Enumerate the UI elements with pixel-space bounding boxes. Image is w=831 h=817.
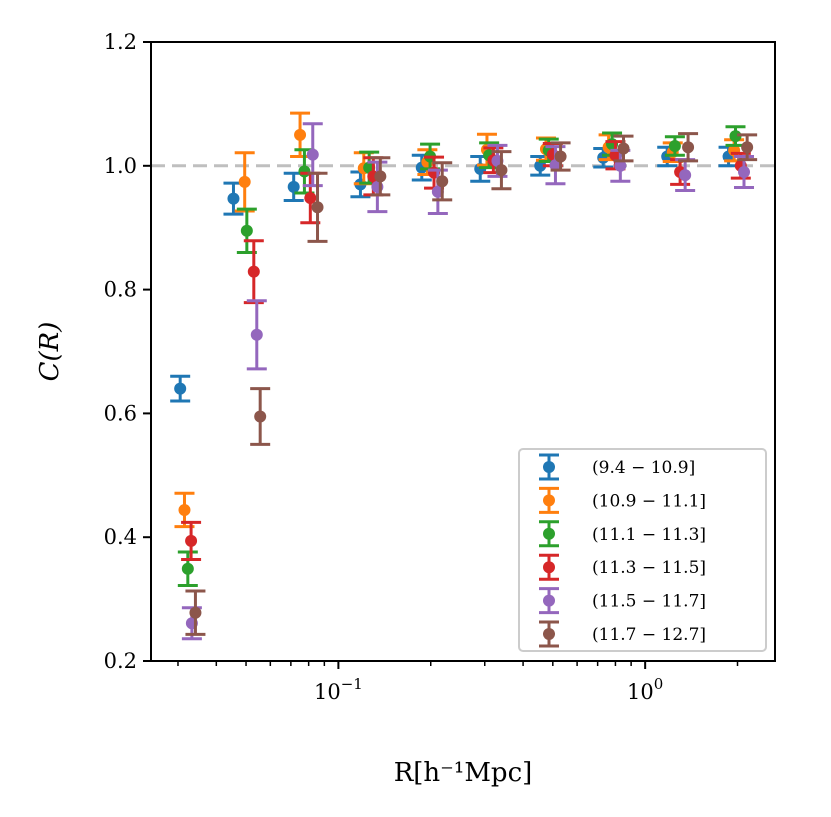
legend-label: (11.3 − 11.5] xyxy=(592,558,706,578)
data-point xyxy=(304,191,317,204)
legend-marker xyxy=(543,461,555,473)
data-point xyxy=(185,534,198,547)
legend-label: (11.5 − 11.7] xyxy=(592,592,706,612)
data-point xyxy=(250,328,263,341)
data-point xyxy=(238,175,251,188)
data-point xyxy=(668,139,681,152)
legend: (9.4 − 10.9] (10.9 − 11.1] (11.1 − 11.3] (1… xyxy=(518,448,767,652)
x-tick-label: 10−1 xyxy=(314,675,363,704)
y-tick-label: 0.8 xyxy=(104,278,137,302)
data-point xyxy=(495,164,508,177)
legend-marker xyxy=(543,527,555,540)
legend-marker xyxy=(543,628,555,640)
legend-marker xyxy=(543,594,555,607)
data-point xyxy=(174,382,187,395)
legend-box xyxy=(518,448,767,652)
y-tick-label: 0.4 xyxy=(104,525,137,549)
data-point xyxy=(240,224,253,237)
y-tick-label: 0.2 xyxy=(104,649,137,673)
legend-label: (11.7 − 12.7] xyxy=(592,625,706,645)
legend-label: (11.1 − 11.3] xyxy=(592,525,706,545)
data-point xyxy=(294,128,307,141)
data-point xyxy=(311,201,324,214)
data-point xyxy=(436,175,449,188)
legend-label: (10.9 − 11.1] xyxy=(592,491,706,511)
data-point xyxy=(247,265,260,278)
data-point xyxy=(729,130,742,143)
x-tick-label: 100 xyxy=(627,675,663,704)
data-point xyxy=(738,165,751,178)
y-axis-label: C(R) xyxy=(35,322,65,382)
legend-marker xyxy=(543,561,555,574)
plot-frame xyxy=(150,41,776,662)
data-point xyxy=(614,159,627,172)
data-point xyxy=(287,180,300,193)
data-marks xyxy=(170,111,758,641)
y-tick-label: 1.2 xyxy=(104,30,137,54)
x-axis-label: R[h⁻¹Mpc] xyxy=(394,758,533,788)
series-6 xyxy=(185,132,758,636)
y-tick-label: 1.0 xyxy=(104,154,137,178)
legend-label: (9.4 − 10.9] xyxy=(592,458,695,478)
legend-marker xyxy=(543,494,555,507)
data-point xyxy=(189,606,202,619)
data-point xyxy=(298,165,311,178)
data-point xyxy=(609,149,622,162)
data-point xyxy=(306,148,319,161)
data-point xyxy=(554,150,567,163)
axes: 0.2 0.4 0.6 0.8 1.0 1.2 10−1 100 R[h⁻¹Mpc] C(R) xyxy=(35,30,739,788)
data-point xyxy=(682,141,695,154)
data-point xyxy=(181,562,194,575)
data-point xyxy=(617,142,630,155)
y-tick-label: 0.6 xyxy=(104,401,137,425)
data-point xyxy=(227,192,240,205)
data-point xyxy=(254,410,267,423)
data-point xyxy=(679,169,692,182)
data-point xyxy=(178,503,191,516)
data-point xyxy=(741,141,754,154)
data-point xyxy=(374,170,387,183)
data-point xyxy=(549,159,562,172)
